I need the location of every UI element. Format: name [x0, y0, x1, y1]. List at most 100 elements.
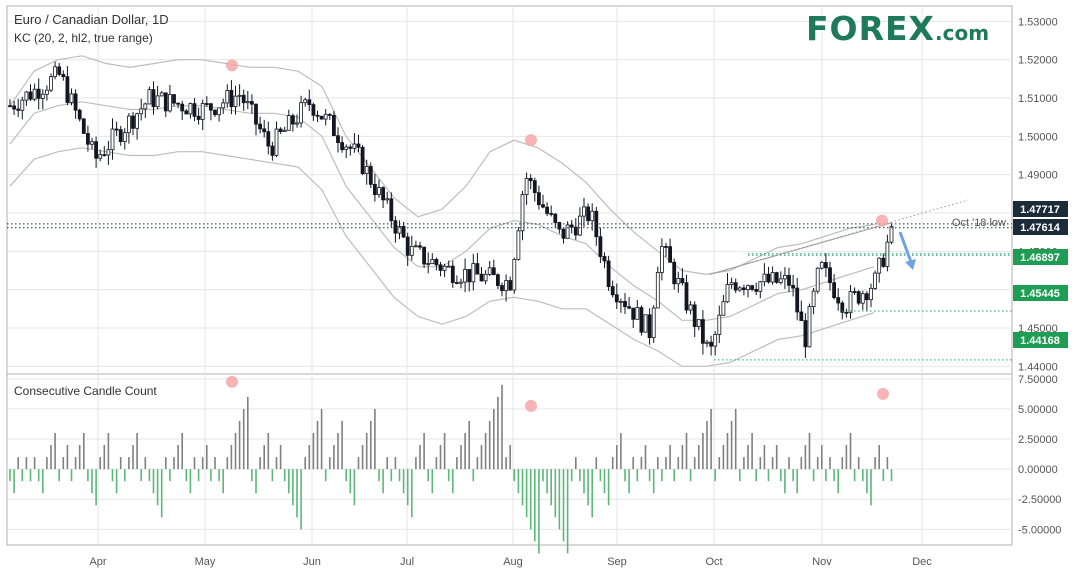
candle-body	[471, 263, 476, 283]
candle-body	[651, 307, 656, 339]
count-bar	[185, 469, 188, 482]
count-bar	[275, 457, 278, 470]
candle-body	[803, 320, 808, 348]
count-bar	[165, 457, 167, 470]
count-bar	[181, 433, 183, 470]
candle-body	[680, 278, 685, 284]
level-box	[1013, 332, 1068, 348]
count-bar	[874, 457, 876, 470]
count-bar	[784, 469, 786, 494]
candle-body	[12, 105, 17, 110]
candle-body	[163, 92, 168, 112]
count-bar	[222, 469, 224, 494]
oct-18-low-annotation: Oct '18 low	[952, 217, 1006, 229]
x-tick-label: Sep	[607, 556, 627, 568]
count-bar	[46, 457, 48, 470]
candle-body	[344, 146, 349, 150]
count-bar	[341, 420, 343, 470]
candle-body	[590, 210, 595, 222]
candle-body	[139, 108, 144, 115]
candle-body	[557, 222, 562, 230]
count-bar	[25, 457, 28, 470]
count-bar	[890, 469, 893, 482]
candle-body	[799, 311, 804, 321]
candle-body	[487, 267, 492, 275]
candle-body	[754, 289, 759, 292]
count-bar	[480, 445, 483, 470]
candle-body	[73, 93, 78, 111]
count-bar	[763, 445, 766, 470]
count-bar	[878, 445, 880, 470]
count-bar	[673, 469, 675, 482]
count-bar	[386, 457, 388, 470]
x-tick-label: Jun	[303, 556, 321, 568]
level-box-label: 1.47614	[1020, 222, 1061, 234]
count-tick-label: -5.00000	[1018, 524, 1061, 536]
candle-body	[721, 301, 726, 316]
candle-body	[442, 265, 447, 271]
count-bar	[464, 433, 466, 470]
candle-body	[389, 198, 394, 222]
candle-body	[213, 109, 217, 116]
candle-body	[512, 259, 517, 291]
candle-body	[495, 274, 500, 286]
candle-body	[409, 245, 414, 256]
candle-body	[635, 307, 640, 320]
candle-body	[692, 304, 697, 327]
count-bar	[169, 469, 171, 482]
candle-body	[122, 132, 127, 143]
count-bar	[452, 469, 454, 494]
candle-body	[828, 267, 832, 284]
candle-body	[340, 142, 345, 150]
count-bar	[808, 433, 811, 470]
candle-body	[151, 89, 156, 108]
count-bar	[755, 469, 757, 482]
candle-body	[241, 94, 246, 104]
count-bar	[677, 457, 680, 470]
count-bar	[759, 457, 762, 470]
count-bar	[95, 469, 97, 506]
candle-body	[848, 291, 853, 314]
count-bar	[525, 469, 528, 518]
count-bar	[583, 469, 585, 494]
candle-body	[405, 236, 410, 256]
candle-body	[282, 129, 287, 132]
count-bar	[689, 469, 692, 482]
candle-body	[532, 180, 537, 194]
candle-body	[746, 285, 750, 291]
candle-body	[844, 311, 849, 314]
count-bar	[361, 445, 364, 470]
count-bar	[238, 420, 241, 470]
candle-body	[381, 187, 386, 201]
candle-body	[143, 103, 148, 110]
count-bar	[54, 433, 56, 470]
count-bar	[816, 457, 819, 470]
count-bar	[870, 469, 872, 506]
x-tick-label: Aug	[503, 556, 523, 568]
candle-body	[155, 95, 160, 108]
count-bar	[538, 469, 540, 554]
count-bar	[866, 469, 868, 494]
count-bar	[9, 469, 11, 482]
candle-body	[118, 129, 123, 143]
candle-body	[819, 262, 824, 269]
x-tick-label: Dec	[912, 556, 932, 568]
count-bar	[255, 469, 257, 494]
count-bar	[115, 469, 118, 494]
logo-main: FOREX	[806, 9, 935, 48]
candle-body	[274, 128, 279, 156]
candle-body	[877, 257, 882, 274]
count-bar	[788, 457, 790, 470]
count-bar	[509, 445, 511, 470]
count-bar	[862, 469, 864, 482]
y-tick-label: 1.50000	[1018, 131, 1058, 143]
candle-body	[602, 256, 607, 262]
y-tick-label: 1.51000	[1018, 93, 1058, 105]
count-bar	[702, 433, 704, 470]
count-bar	[845, 445, 848, 470]
logo-suffix: .com	[935, 21, 990, 45]
candle-body	[766, 273, 771, 283]
keltner-upper-line	[9, 55, 875, 275]
count-bar	[99, 457, 101, 470]
count-bar	[739, 469, 741, 482]
